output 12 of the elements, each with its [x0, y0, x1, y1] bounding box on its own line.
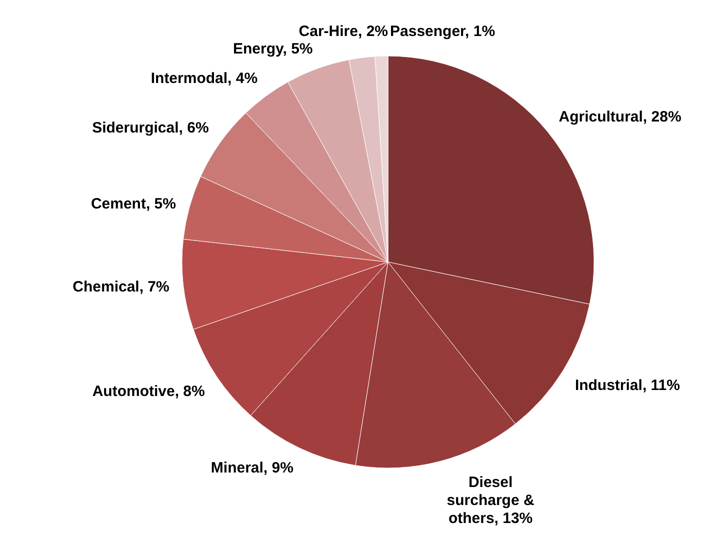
slice-label: Chemical, 7% [72, 278, 170, 296]
slice-label: Mineral, 9% [210, 460, 294, 477]
slice-label: Diesel surcharge & others, 13% [446, 474, 534, 527]
slice-label: Car-Hire, 2% [298, 23, 388, 40]
slice-label: Industrial, 11% [574, 376, 680, 394]
slice-label: Energy, 5% [232, 40, 313, 58]
slice-label: Passenger, 1% [390, 23, 496, 40]
slice-label: Intermodal, 4% [150, 70, 258, 87]
slice-label: Agricultural, 28% [558, 108, 682, 126]
slice-label: Siderurgical, 6% [92, 119, 209, 136]
slice-label: Automotive, 8% [92, 382, 205, 400]
slice-label: Cement, 5% [90, 195, 176, 212]
